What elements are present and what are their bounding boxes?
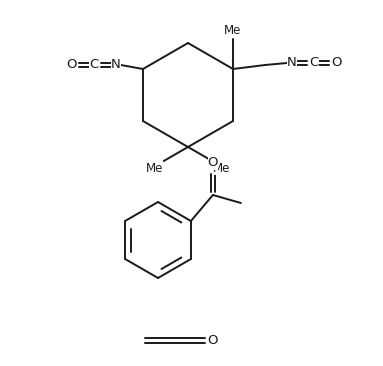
Text: O: O	[208, 333, 218, 347]
Text: N: N	[287, 56, 297, 70]
Text: Me: Me	[146, 161, 164, 175]
Text: C: C	[89, 59, 98, 71]
Text: O: O	[331, 56, 341, 70]
Text: N: N	[111, 59, 121, 71]
Text: Me: Me	[213, 161, 230, 175]
Text: C: C	[309, 56, 319, 70]
Text: O: O	[67, 59, 77, 71]
Text: Me: Me	[224, 25, 242, 37]
Text: O: O	[208, 157, 218, 169]
